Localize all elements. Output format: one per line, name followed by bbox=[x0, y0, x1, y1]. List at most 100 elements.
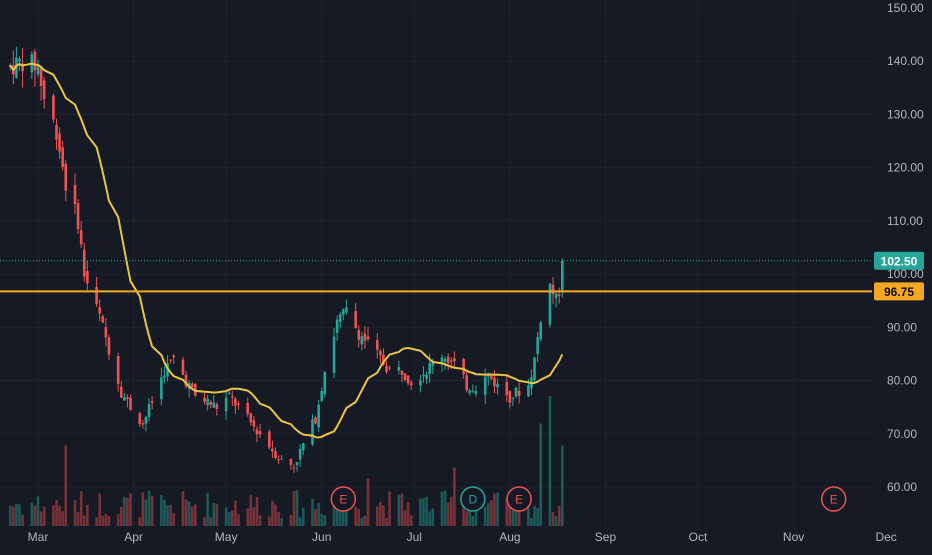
candle-body bbox=[317, 404, 320, 428]
candle-body bbox=[338, 314, 342, 322]
candle-body bbox=[298, 448, 302, 460]
volume-bar bbox=[295, 490, 299, 526]
candle-body bbox=[465, 375, 468, 391]
volume-bar bbox=[462, 505, 465, 526]
candle-body bbox=[496, 383, 499, 388]
line-price-label: 96.75 bbox=[884, 285, 914, 299]
volume-bar bbox=[227, 512, 231, 526]
volume-bar bbox=[215, 504, 219, 526]
volume-bar bbox=[419, 498, 422, 526]
candle-body bbox=[422, 374, 425, 377]
volume-bar bbox=[314, 508, 317, 526]
price-tick-label: 100.00 bbox=[887, 267, 924, 281]
candle-body bbox=[230, 395, 234, 398]
candle-body bbox=[58, 133, 61, 152]
volume-bar bbox=[61, 511, 64, 526]
candle-body bbox=[36, 65, 40, 75]
candle-body bbox=[209, 402, 213, 405]
candle-body bbox=[181, 359, 185, 375]
event-letter: E bbox=[830, 493, 838, 507]
candle-body bbox=[462, 358, 465, 375]
candle-body bbox=[446, 356, 450, 364]
volume-bar bbox=[277, 511, 280, 526]
volume-bar bbox=[18, 504, 21, 526]
volume-bar bbox=[252, 507, 256, 526]
candle-body bbox=[79, 230, 83, 245]
candle-body bbox=[18, 58, 21, 62]
price-axis-bg bbox=[872, 0, 932, 550]
volume-bar bbox=[551, 511, 555, 526]
candle-body bbox=[360, 336, 364, 345]
volume-bar bbox=[317, 503, 320, 526]
candle-body bbox=[234, 398, 237, 406]
moving-average-line bbox=[9, 62, 564, 439]
candle-body bbox=[212, 402, 216, 408]
volume-bar bbox=[274, 504, 277, 526]
candle-body bbox=[400, 370, 404, 375]
event-marker bbox=[460, 486, 486, 512]
candle-body bbox=[76, 203, 80, 230]
candle-body bbox=[206, 398, 209, 406]
volume-bar bbox=[366, 478, 370, 526]
volume-bar bbox=[530, 517, 533, 526]
candle-body bbox=[419, 380, 422, 386]
volume-bar bbox=[36, 496, 40, 526]
volume-bar bbox=[280, 517, 283, 526]
line-price-pill bbox=[874, 282, 924, 301]
volume-bar bbox=[440, 491, 444, 526]
candle-body bbox=[449, 360, 453, 362]
price-tick-label: 140.00 bbox=[887, 54, 924, 68]
price-lines bbox=[0, 260, 872, 293]
volume-bar bbox=[443, 490, 447, 526]
time-axis[interactable]: Mar Apr May Jun Jul Aug Sep Oct Nov Dec bbox=[0, 526, 932, 550]
volume-bar bbox=[21, 514, 24, 526]
candle-body bbox=[268, 431, 271, 448]
moving-average-path bbox=[9, 62, 564, 439]
candle-body bbox=[440, 357, 444, 363]
volume-bar bbox=[107, 516, 111, 526]
time-tick-label: Aug bbox=[499, 530, 520, 544]
candle-body bbox=[104, 327, 108, 338]
candle-body bbox=[443, 359, 447, 362]
volume-bar bbox=[95, 517, 98, 526]
candle-body bbox=[61, 147, 64, 167]
volume-bar bbox=[428, 511, 431, 526]
volume-bar bbox=[298, 517, 302, 526]
volume-bar bbox=[33, 505, 37, 526]
candle-body bbox=[246, 403, 250, 414]
candle-body bbox=[289, 458, 293, 465]
volume-bar bbox=[493, 493, 496, 526]
candle-body bbox=[332, 336, 336, 373]
candle-body bbox=[474, 390, 478, 394]
volume-bar bbox=[539, 423, 543, 526]
candle-body bbox=[382, 354, 385, 365]
volume-bar bbox=[129, 493, 132, 526]
candle-body bbox=[107, 337, 111, 355]
candle-body bbox=[363, 333, 367, 341]
candle-body bbox=[215, 404, 219, 410]
candle-body bbox=[150, 400, 154, 403]
volume-bar bbox=[496, 492, 499, 526]
candlesticks bbox=[8, 46, 564, 473]
volume-bar bbox=[301, 507, 305, 526]
volume-bar bbox=[206, 492, 209, 526]
volume-bar bbox=[465, 511, 468, 526]
volume-bar bbox=[406, 502, 410, 526]
candle-body bbox=[548, 283, 552, 325]
volume-bar bbox=[486, 503, 490, 526]
volume-bar bbox=[15, 504, 18, 526]
candle-body bbox=[280, 458, 283, 460]
volume-bar bbox=[224, 507, 228, 526]
volume-bar bbox=[557, 505, 561, 526]
price-axis[interactable]: 60.00 70.00 80.00 90.00 100.00 110.00 120.00 13… bbox=[872, 0, 932, 550]
volume-bar bbox=[190, 506, 194, 526]
candle-body bbox=[366, 336, 370, 340]
volume-bar bbox=[86, 504, 89, 526]
event-letter: E bbox=[339, 493, 347, 507]
candle-body bbox=[301, 443, 305, 451]
volume-bar bbox=[212, 502, 216, 526]
event-marker bbox=[820, 486, 847, 512]
candle-body bbox=[508, 391, 512, 403]
